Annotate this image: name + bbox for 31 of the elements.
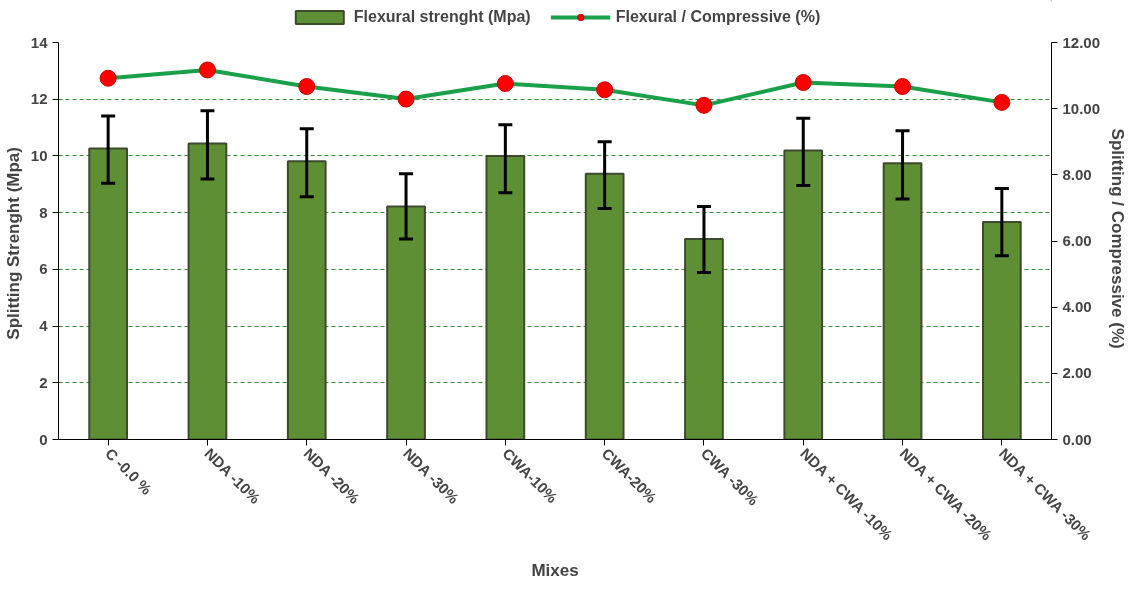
y-tick-label: 10 [30,146,48,164]
bar [286,160,327,440]
bar [88,147,129,440]
bar [882,162,923,440]
y2-tick-label: 6.00 [1062,232,1092,249]
y2-tick-label: 0.00 [1062,430,1092,448]
y-tick-label: 8 [39,203,48,221]
legend-label: Flexural / Compressive (%) [615,8,821,26]
y-tick-label: 2 [39,373,48,391]
y-tick-label: 0 [39,430,48,448]
bar [386,205,426,440]
bar [783,149,824,440]
x-tick-label: C -0.0 % [102,444,156,498]
y2-tick-label: 2.00 [1062,364,1092,382]
y-tick-label: 14 [30,33,49,51]
y-axis-title: Splitting Strenght (Mpa) [3,147,23,340]
y2-tick-label: 10.00 [1062,99,1101,117]
bar [584,172,625,440]
bar [187,142,228,440]
legend-label: Flexural strenght (Mpa) [353,8,531,26]
y-tick-label: 4 [39,317,49,335]
y2-tick-label: 8.00 [1062,165,1092,183]
y-tick-label: 6 [39,260,48,278]
x-axis-title: Mixes [531,560,579,580]
bar [981,221,1022,440]
y2-tick-label: 12.00 [1062,33,1101,51]
bar [684,238,724,440]
y-tick-label: 12 [30,90,48,108]
bar [485,154,526,440]
y2-tick-label: 4.00 [1062,298,1092,316]
y2-axis-title: Splitting / Compressive (%) [1108,128,1128,349]
